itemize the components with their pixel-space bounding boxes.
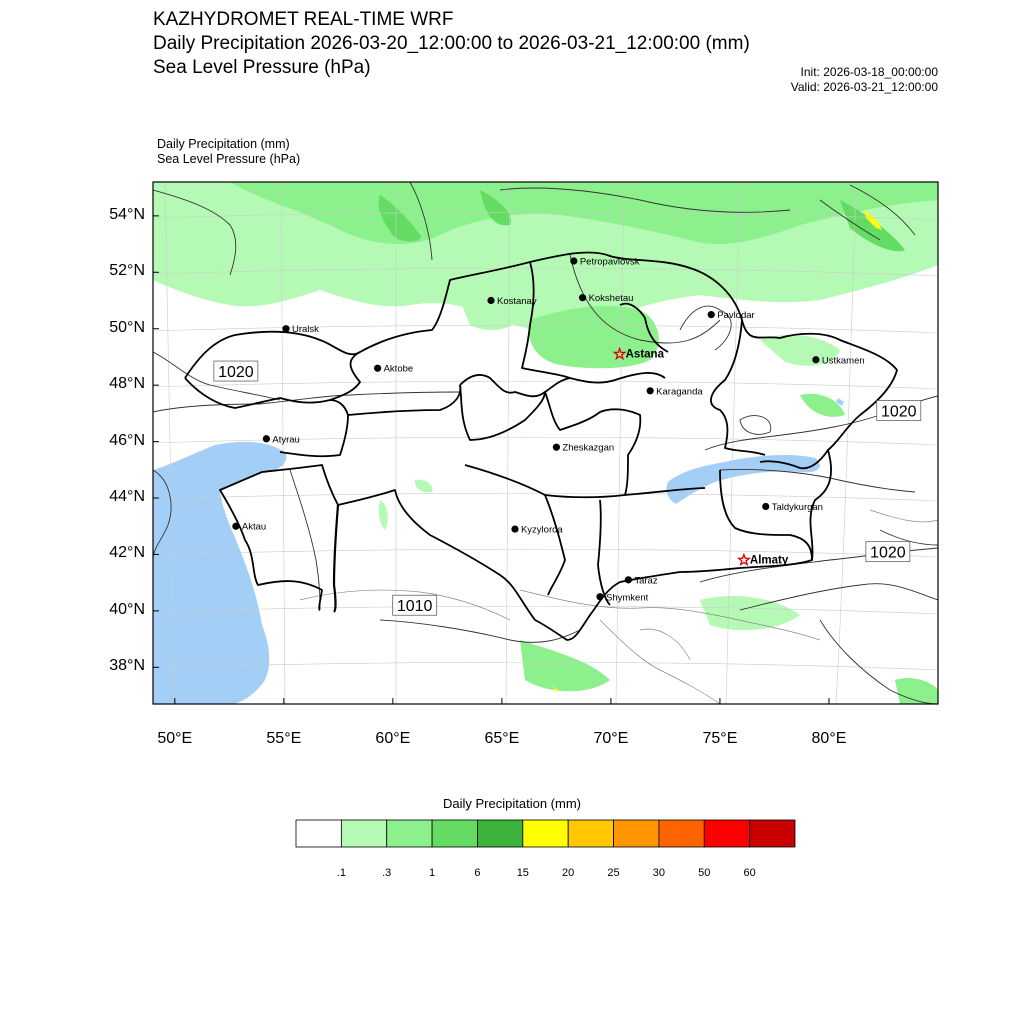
lat-label: 44°N	[109, 488, 145, 506]
colorbar-label: 6	[474, 867, 481, 879]
subhead-slp: Sea Level Pressure (hPa)	[157, 152, 301, 166]
subhead-precip: Daily Precipitation (mm)	[157, 137, 290, 151]
colorbar-label: 1	[429, 867, 436, 879]
city-dot	[282, 325, 290, 333]
neighbour-borders	[299, 509, 938, 704]
city-dot	[762, 502, 770, 511]
lon-label: 70°E	[593, 730, 629, 747]
colorbar-label: 30	[652, 867, 666, 879]
colorbar-label: 60	[743, 867, 756, 879]
colorbar-label: .3	[382, 867, 392, 879]
city-label: Aktobe	[384, 364, 414, 375]
lon-label: 55°E	[266, 730, 302, 747]
city-label: Atyrau	[272, 434, 299, 445]
lat-label: 46°N	[109, 431, 145, 449]
colorbar-label: 20	[562, 867, 575, 879]
city-label: Astana	[626, 349, 665, 361]
isobar-label: 1020	[218, 364, 254, 381]
isobar-labels: 1020 1020 1020 1010	[213, 360, 922, 616]
field-line-2: Sea Level Pressure (hPa)	[153, 57, 371, 78]
isobar-label-box	[865, 541, 911, 563]
lon-label: 75°E	[702, 730, 738, 747]
colorbar-label: .1	[336, 867, 346, 879]
city-label: Kyzylorda	[521, 525, 563, 536]
city-label: Pavlodar	[717, 310, 755, 321]
city-dot	[511, 525, 519, 533]
city-label: Ustkamen	[822, 355, 865, 366]
colorbar-label: 25	[607, 867, 620, 879]
city-dot	[487, 296, 495, 305]
capital-star-icon	[612, 346, 627, 361]
lon-label: 80°E	[811, 730, 847, 747]
city-label: Zheskazgan	[562, 443, 614, 454]
city-dot	[552, 443, 561, 451]
country-border-west	[332, 504, 340, 613]
city-label: Shymkent	[606, 592, 649, 603]
city-dot	[570, 257, 578, 265]
city-dot	[646, 387, 654, 395]
city-dot	[262, 435, 270, 443]
isobar-label: 1010	[397, 598, 433, 615]
colorbar-label: 15	[516, 867, 529, 879]
lat-label: 48°N	[109, 375, 145, 393]
city-label: Petropavlovsk	[580, 257, 640, 268]
city-label: Taraz	[634, 575, 657, 586]
title: KAZHYDROMET REAL-TIME WRF	[153, 9, 454, 30]
city-dot	[232, 522, 240, 530]
region-borders	[184, 251, 898, 641]
colorbar-title: Daily Precipitation (mm)	[443, 796, 581, 811]
city-dot	[707, 311, 715, 319]
city-dot	[578, 294, 587, 302]
isobar-label-box	[392, 594, 438, 616]
city-dot	[373, 364, 382, 372]
city-label: Uralsk	[292, 324, 319, 335]
city-label: Kostanay	[497, 296, 537, 307]
lat-label: 40°N	[109, 600, 145, 618]
isobar-label-box	[213, 360, 259, 382]
valid-time: Valid: 2026-03-21_12:00:00	[790, 80, 938, 94]
city-dot	[596, 593, 604, 601]
isobar-label: 1020	[870, 545, 906, 562]
city-label: Karaganda	[656, 386, 703, 397]
lon-label: 60°E	[375, 730, 411, 747]
lat-label: 38°N	[109, 657, 145, 675]
lat-label: 42°N	[109, 544, 145, 562]
map-frame	[152, 181, 939, 705]
isobar-label-box	[876, 400, 922, 421]
lat-label: 52°N	[109, 262, 145, 280]
axis-ticks	[153, 215, 830, 704]
lat-label: 50°N	[109, 318, 145, 336]
field-line-1: Daily Precipitation 2026-03-20_12:00:00 …	[153, 33, 750, 54]
lon-label: 50°E	[157, 730, 193, 747]
colorbar-label: 50	[698, 867, 711, 879]
city-markers: Petropavlovsk Kostanay Kokshetau Uralsk Pavl…	[232, 257, 865, 603]
init-time: Init: 2026-03-18_00:00:00	[800, 65, 938, 79]
city-dot	[624, 576, 632, 584]
water-bodies	[153, 398, 844, 704]
capital-star-icon	[736, 552, 751, 566]
lat-label: 54°N	[109, 205, 145, 223]
city-dot	[812, 356, 820, 364]
lon-label: 65°E	[484, 730, 520, 747]
city-label: Taldykurgan	[772, 502, 823, 513]
city-label: Almaty	[750, 555, 789, 567]
city-label: Aktau	[242, 522, 266, 533]
city-label: Kokshetau	[589, 293, 634, 304]
isobar-label: 1020	[881, 404, 917, 421]
